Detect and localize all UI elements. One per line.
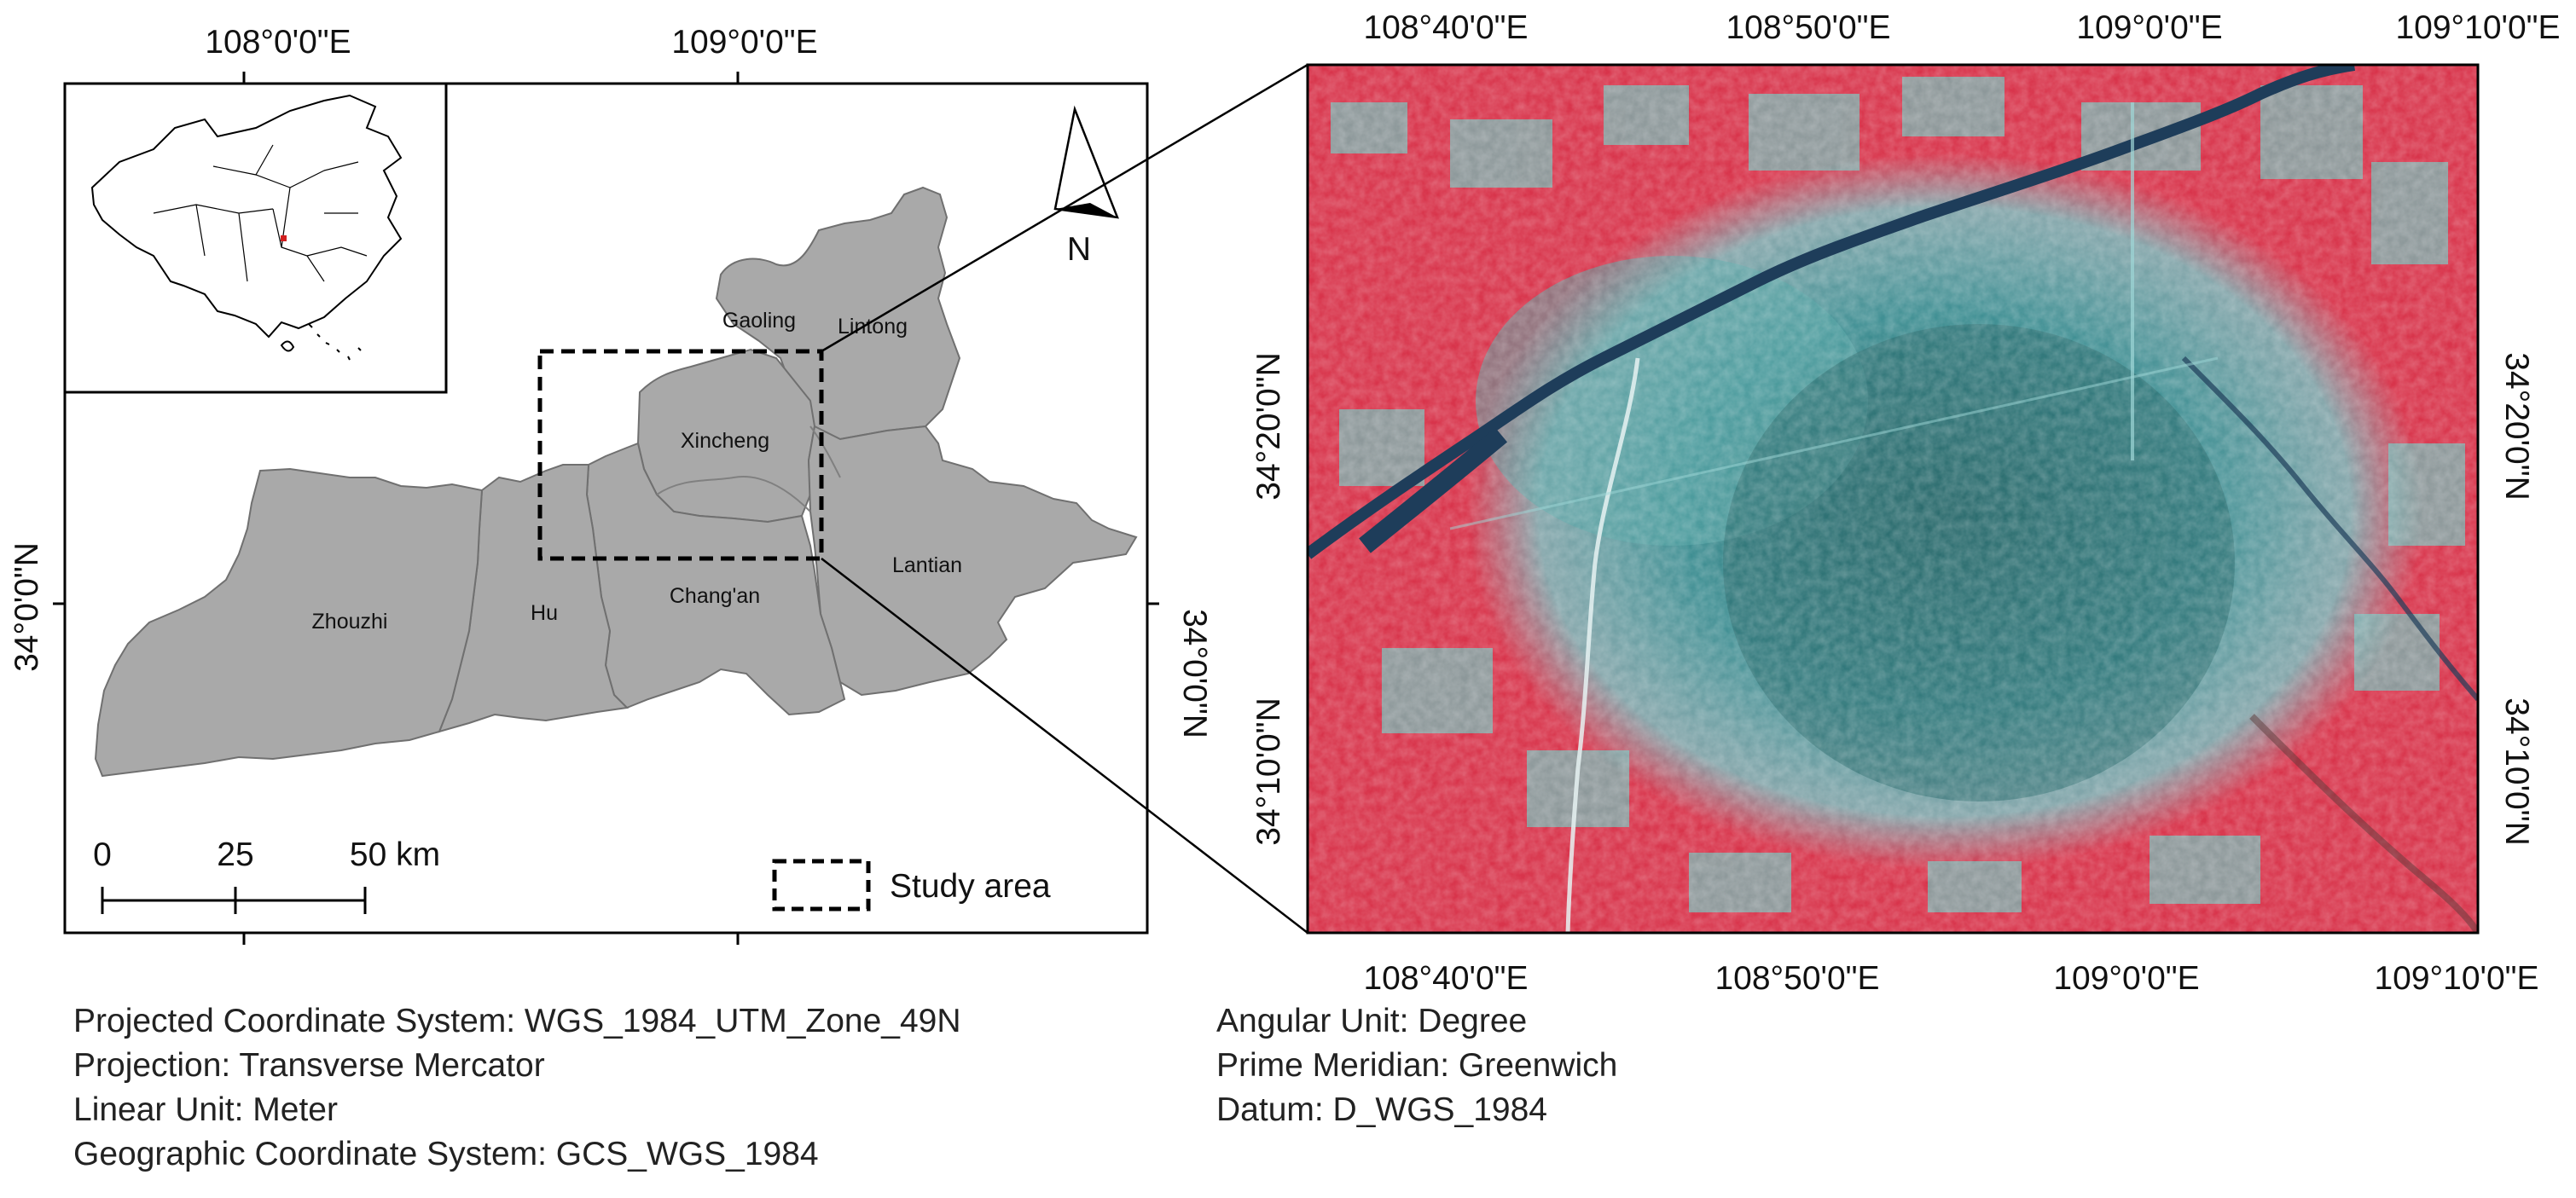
- legend-study-area-label: Study area: [890, 868, 1051, 905]
- river-wide-section: [1359, 427, 1508, 553]
- lat-label-inner: 34°0'0"N: [1176, 609, 1213, 738]
- connector-line-top: [821, 63, 1308, 353]
- legend-study-area-swatch: [772, 859, 871, 912]
- xian-district-map: [94, 186, 1138, 778]
- metadata-line: Geographic Coordinate System: GCS_WGS_19…: [73, 1136, 819, 1172]
- south-china-sea-islands: [308, 323, 362, 361]
- metadata-line: Linear Unit: Meter: [73, 1091, 338, 1128]
- legend: Study area: [772, 859, 1051, 912]
- north-arrow: N: [1053, 105, 1119, 268]
- sat-lon-bottom-4: 109°10'0"E: [2374, 960, 2538, 997]
- sat-lon-bottom-3: 109°0'0"E: [2053, 960, 2199, 997]
- label-changan: Chang'an: [670, 584, 760, 608]
- china-outline: [90, 94, 403, 339]
- label-lantian: Lantian: [892, 553, 962, 577]
- sat-lon-top-2: 108°50'0"E: [1726, 9, 1890, 46]
- linear-feature: [1449, 356, 2219, 530]
- metadata-line: Angular Unit: Degree: [1216, 1003, 1527, 1039]
- china-inset: [63, 82, 448, 394]
- satellite-frame: [1306, 63, 2480, 935]
- scale-label-0: 0: [93, 836, 112, 873]
- metadata-line: Projected Coordinate System: WGS_1984_UT…: [73, 1003, 961, 1039]
- sat-lat-left-1: 34°20'0"N: [1250, 352, 1287, 501]
- label-zhouzhi: Zhouzhi: [312, 610, 388, 634]
- image-texture: [1308, 65, 2478, 933]
- metadata-right: Angular Unit: Degree Prime Meridian: Gre…: [1216, 1003, 1617, 1128]
- connector-line-bottom: [821, 558, 1308, 934]
- scale-label-50: 50 km: [350, 836, 440, 873]
- north-arrow-fill: [1055, 203, 1117, 217]
- study-location-marker: [281, 235, 287, 241]
- overview-map: 108°0'0"E 109°0'0"E 34°0'0"N 34°0'0"N: [9, 24, 1213, 945]
- terrain-escarpment: [2249, 714, 2478, 933]
- satellite-image: [1306, 63, 2480, 935]
- tributary-river: [1565, 357, 1640, 933]
- label-hu: Hu: [531, 601, 558, 625]
- sat-lat-left-2: 34°10'0"N: [1250, 697, 1287, 846]
- sat-lon-top-1: 108°40'0"E: [1363, 9, 1528, 46]
- label-xincheng: Xincheng: [681, 429, 769, 453]
- metadata-line: Projection: Transverse Mercator: [73, 1047, 545, 1084]
- sat-lat-right-2: 34°10'0"N: [2498, 697, 2535, 846]
- province-borders: [153, 144, 368, 282]
- wei-river: [1308, 65, 2356, 559]
- sat-lon-top-3: 109°0'0"E: [2076, 9, 2222, 46]
- north-label: N: [1067, 231, 1091, 268]
- metadata-left: Projected Coordinate System: WGS_1984_UT…: [73, 1003, 961, 1172]
- sat-lon-top-4: 109°10'0"E: [2395, 9, 2560, 46]
- district-zhouzhi: [94, 467, 484, 778]
- internal-boundary: [809, 425, 841, 478]
- metadata-line: Datum: D_WGS_1984: [1216, 1091, 1547, 1128]
- sat-lat-right-1: 34°20'0"N: [2498, 352, 2535, 501]
- hainan-island: [280, 340, 295, 352]
- sat-lon-bottom-2: 108°50'0"E: [1714, 960, 1879, 997]
- lon-label-108: 108°0'0"E: [205, 24, 351, 61]
- metadata-line: Prime Meridian: Greenwich: [1216, 1047, 1617, 1084]
- scale-bar: 0 25 50 km: [93, 836, 440, 914]
- lat-label-left: 34°0'0"N: [9, 542, 45, 672]
- ba-river: [2181, 356, 2478, 701]
- internal-boundary: [656, 476, 811, 512]
- lon-label-109: 109°0'0"E: [671, 24, 817, 61]
- study-area-box: [537, 349, 824, 561]
- sat-lon-bottom-1: 108°40'0"E: [1363, 960, 1528, 997]
- label-gaoling: Gaoling: [722, 309, 796, 333]
- scale-label-25: 25: [217, 836, 253, 873]
